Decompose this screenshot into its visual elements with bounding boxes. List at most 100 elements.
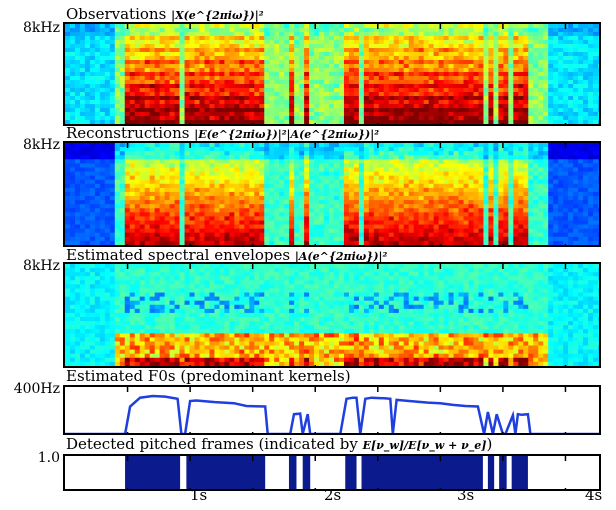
heatmap-cell xyxy=(199,208,206,213)
heatmap-cell xyxy=(119,28,126,33)
heatmap-cell xyxy=(343,36,350,41)
heatmap-cell xyxy=(598,36,599,41)
heatmap-cell xyxy=(124,60,131,65)
heatmap-cell xyxy=(129,72,136,77)
heatmap-cell xyxy=(214,220,221,226)
heatmap-cell xyxy=(458,100,465,105)
heatmap-cell xyxy=(129,143,136,148)
panel2-ylabel: 8kHz xyxy=(23,137,60,153)
heatmap-cell xyxy=(264,236,270,242)
heatmap-cell xyxy=(348,212,355,217)
heatmap-cell xyxy=(244,80,250,85)
heatmap-cell xyxy=(408,183,415,189)
heatmap-cell xyxy=(65,204,71,209)
heatmap-cell xyxy=(478,104,485,109)
heatmap-cell xyxy=(453,108,460,113)
heatmap-cell xyxy=(348,232,355,238)
heatmap-cell xyxy=(548,100,554,105)
heatmap-cell xyxy=(259,236,265,242)
heatmap-cell xyxy=(159,84,166,89)
heatmap-cell xyxy=(353,80,360,85)
heatmap-cell xyxy=(249,151,255,156)
heatmap-cell xyxy=(353,84,360,89)
heatmap-cell xyxy=(593,40,599,45)
heatmap-cell xyxy=(498,52,504,57)
heatmap-cell xyxy=(269,108,275,113)
heatmap-cell xyxy=(224,52,230,57)
heatmap-cell xyxy=(363,143,370,148)
heatmap-cell xyxy=(588,60,594,65)
heatmap-cell xyxy=(199,108,206,113)
heatmap-cell xyxy=(378,155,385,160)
heatmap-cell xyxy=(558,100,564,105)
heatmap-cell xyxy=(483,48,490,53)
heatmap-cell xyxy=(84,175,91,181)
heatmap-cell xyxy=(79,159,86,164)
heatmap-cell xyxy=(65,84,71,89)
heatmap-cell xyxy=(383,228,390,234)
heatmap-cell xyxy=(184,163,191,169)
heatmap-cell xyxy=(65,155,71,160)
heatmap-cell xyxy=(229,80,235,85)
heatmap-cell xyxy=(463,28,470,33)
heatmap-cell xyxy=(154,191,161,197)
heatmap-cell xyxy=(254,60,260,65)
heatmap-cell xyxy=(269,116,275,121)
heatmap-cell xyxy=(593,120,599,124)
heatmap-cell xyxy=(373,68,380,73)
heatmap-cell xyxy=(578,104,584,109)
heatmap-cell xyxy=(209,24,216,29)
heatmap-cell xyxy=(334,72,340,77)
heatmap-cell xyxy=(234,236,240,242)
heatmap-cell xyxy=(518,124,524,126)
heatmap-cell xyxy=(244,112,250,117)
observations-spectrogram xyxy=(63,22,601,126)
heatmap-cell xyxy=(528,92,534,97)
heatmap-cell xyxy=(79,163,86,169)
heatmap-cell xyxy=(239,143,245,148)
heatmap-cell xyxy=(593,76,599,81)
heatmap-cell xyxy=(443,104,450,109)
heatmap-cell xyxy=(134,40,141,45)
heatmap-cell xyxy=(408,147,415,152)
heatmap-cell xyxy=(553,108,559,113)
heatmap-cell xyxy=(269,196,275,201)
heatmap-cell xyxy=(329,56,335,61)
heatmap-cell xyxy=(259,48,265,53)
heatmap-cell xyxy=(329,228,335,234)
heatmap-cell xyxy=(259,216,265,222)
heatmap-cell xyxy=(89,220,96,226)
heatmap-cell xyxy=(154,196,161,201)
heatmap-cell xyxy=(99,204,106,209)
heatmap-cell xyxy=(74,167,81,173)
heatmap-cell xyxy=(403,228,410,234)
heatmap-cell xyxy=(568,28,574,33)
heatmap-cell xyxy=(304,224,310,230)
heatmap-cell xyxy=(343,236,350,242)
heatmap-cell xyxy=(513,36,519,41)
heatmap-cell xyxy=(538,108,544,113)
heatmap-cell xyxy=(204,56,211,61)
heatmap-cell xyxy=(204,208,211,213)
heatmap-cell xyxy=(124,44,131,49)
heatmap-cell xyxy=(548,24,554,29)
heatmap-cell xyxy=(124,112,131,117)
heatmap-cell xyxy=(353,28,360,33)
heatmap-cell xyxy=(124,72,131,77)
heatmap-cell xyxy=(348,220,355,226)
heatmap-cell xyxy=(329,120,335,124)
heatmap-cell xyxy=(89,163,96,169)
heatmap-cell xyxy=(299,200,305,205)
heatmap-cell xyxy=(438,236,445,242)
heatmap-cell xyxy=(508,104,514,109)
heatmap-cell xyxy=(114,24,121,29)
heatmap-cell xyxy=(209,200,216,205)
heatmap-cell xyxy=(149,171,156,177)
heatmap-cell xyxy=(239,40,245,45)
heatmap-cell xyxy=(548,64,554,69)
heatmap-cell xyxy=(463,155,470,160)
heatmap-cell xyxy=(254,24,260,29)
heatmap-cell xyxy=(189,191,196,197)
heatmap-cell xyxy=(284,72,290,77)
heatmap-cell xyxy=(219,36,226,41)
